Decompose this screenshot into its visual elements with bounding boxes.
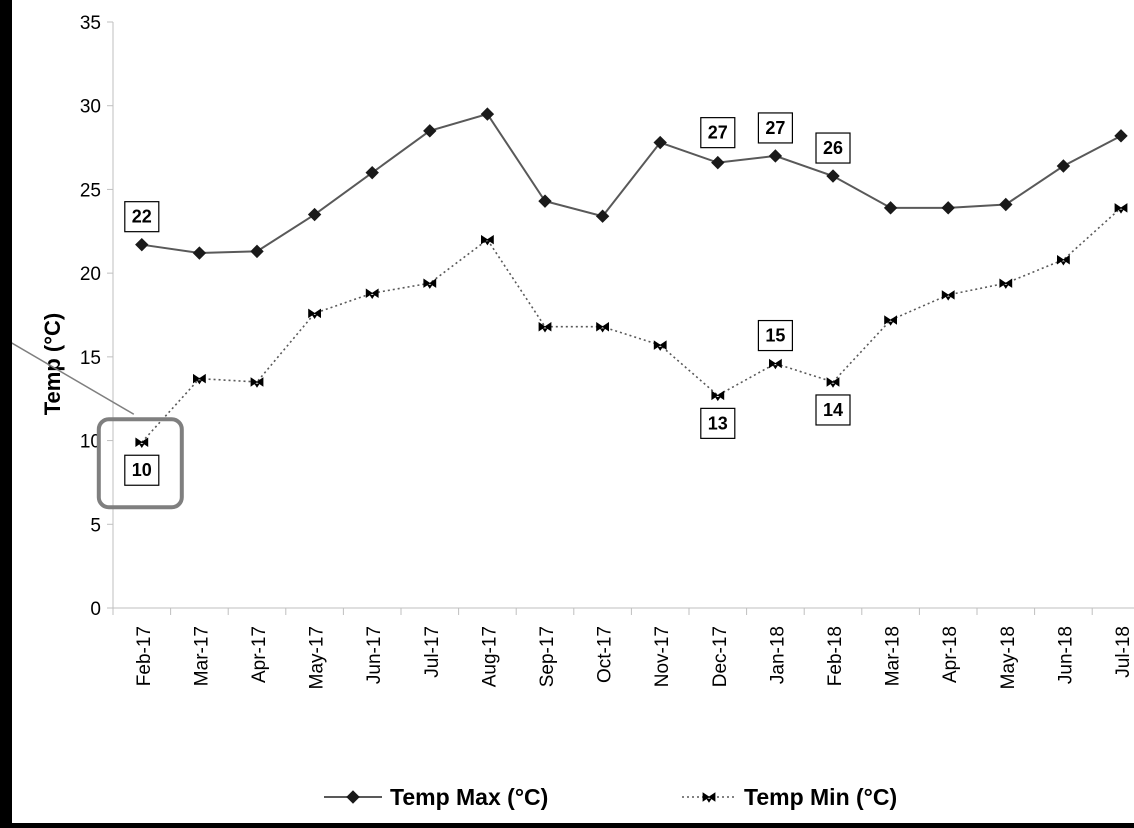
y-tick-label: 20 [80, 264, 101, 285]
marker-bowtie [711, 390, 725, 402]
marker-diamond [883, 201, 898, 215]
callout-leader-line [9, 341, 135, 415]
line-chart: 0 5 10 15 20 25 30 35 Feb-17 Mar-17 Apr-17 May-17 Ju… [9, 13, 1134, 810]
x-tick-label: Apr-18 [940, 626, 961, 683]
marker-bowtie [999, 278, 1013, 289]
data-labels-layer: 22 27 27 26 10 13 15 14 [124, 112, 851, 486]
x-tick-label: Jun-17 [364, 626, 385, 684]
x-tick-label: Sep-17 [537, 626, 558, 687]
x-tick-label: Aug-17 [479, 626, 500, 687]
marker-diamond [480, 107, 495, 121]
marker-diamond [346, 790, 360, 804]
marker-bowtie [365, 288, 379, 299]
series-layer [135, 107, 1128, 448]
marker-diamond [423, 124, 437, 138]
y-tick-label: 0 [90, 599, 101, 620]
marker-diamond [250, 244, 264, 259]
marker-bowtie [538, 321, 552, 333]
x-tick-label: Dec-17 [710, 626, 731, 687]
marker-diamond [711, 155, 725, 170]
x-tick-label: May-17 [307, 626, 328, 689]
marker-diamond [999, 197, 1013, 212]
marker-bowtie [135, 437, 149, 448]
data-label-box [124, 454, 160, 486]
x-tick-label: Jan-18 [767, 626, 788, 684]
marker-bowtie [702, 792, 716, 803]
callout-box [96, 417, 184, 510]
x-tick-label: Feb-18 [825, 626, 846, 686]
marker-bowtie [193, 373, 206, 385]
marker-diamond [653, 135, 667, 150]
data-label-box [700, 117, 736, 149]
marker-bowtie [826, 377, 840, 388]
data-label-box [757, 112, 794, 144]
data-label: 13 [708, 413, 728, 433]
legend: Temp Max (°C) Temp Min (°C) [324, 784, 897, 810]
series-line-temp-max [141, 112, 1122, 255]
marker-diamond [1114, 129, 1128, 143]
marker-diamond [941, 201, 955, 215]
data-label: 26 [823, 138, 843, 158]
marker-diamond [826, 169, 840, 183]
marker-diamond [1056, 159, 1071, 173]
y-tick-label: 25 [80, 180, 101, 201]
x-tick-label: Oct-17 [595, 626, 616, 683]
chart-canvas: 0 5 10 15 20 25 30 35 Feb-17 Mar-17 Apr-17 May-17 Ju… [9, 0, 1134, 823]
data-label-box [815, 132, 851, 164]
x-tick-label: Nov-17 [652, 626, 673, 687]
y-tick-label: 15 [80, 348, 101, 369]
marker-diamond [307, 207, 322, 222]
y-tick-label: 35 [80, 13, 101, 34]
x-tick-label: Mar-18 [883, 626, 904, 686]
data-label: 15 [765, 326, 785, 346]
marker-diamond [135, 237, 149, 252]
marker-bowtie [423, 278, 437, 289]
data-label: 27 [765, 118, 785, 138]
series-line-temp-min [141, 207, 1122, 443]
y-tick-label: 30 [80, 97, 101, 118]
x-tick-label: May-18 [998, 626, 1019, 689]
legend-label-temp-min: Temp Min (°C) [744, 784, 897, 810]
annotations-layer [9, 341, 184, 510]
marker-bowtie [1114, 203, 1128, 214]
marker-bowtie [653, 340, 667, 351]
x-tick-label: Apr-17 [249, 626, 270, 683]
data-label-box [815, 394, 851, 426]
x-tick-label: Jul-18 [1113, 626, 1134, 678]
marker-bowtie [941, 290, 955, 301]
marker-bowtie [1057, 255, 1070, 266]
x-tick-label: Mar-17 [191, 626, 212, 686]
marker-diamond [192, 246, 207, 260]
marker-bowtie [596, 321, 609, 333]
data-label: 10 [132, 460, 152, 480]
y-axis-title: Temp (°C) [40, 313, 65, 416]
data-label-box [124, 201, 160, 233]
legend-label-temp-max: Temp Max (°C) [390, 784, 548, 810]
marker-diamond [365, 165, 379, 180]
marker-bowtie [769, 358, 782, 370]
marker-bowtie [250, 377, 264, 388]
marker-diamond [768, 149, 783, 163]
data-label: 22 [132, 207, 152, 227]
data-label-box [700, 407, 736, 439]
marker-bowtie [481, 234, 494, 246]
y-tick-label: 5 [90, 515, 101, 536]
x-tick-label: Jun-18 [1055, 626, 1076, 684]
data-label: 14 [823, 400, 843, 420]
x-tick-label: Feb-17 [134, 626, 155, 686]
marker-bowtie [308, 308, 321, 320]
data-label-box [757, 319, 794, 352]
marker-diamond [595, 209, 610, 223]
marker-diamond [538, 194, 552, 208]
axes: 0 5 10 15 20 25 30 35 Feb-17 Mar-17 Apr-17 May-17 Ju… [40, 13, 1134, 689]
data-label: 27 [708, 123, 728, 143]
x-tick-label: Jul-17 [422, 626, 443, 678]
y-tick-label: 10 [80, 432, 101, 453]
marker-bowtie [884, 315, 897, 326]
